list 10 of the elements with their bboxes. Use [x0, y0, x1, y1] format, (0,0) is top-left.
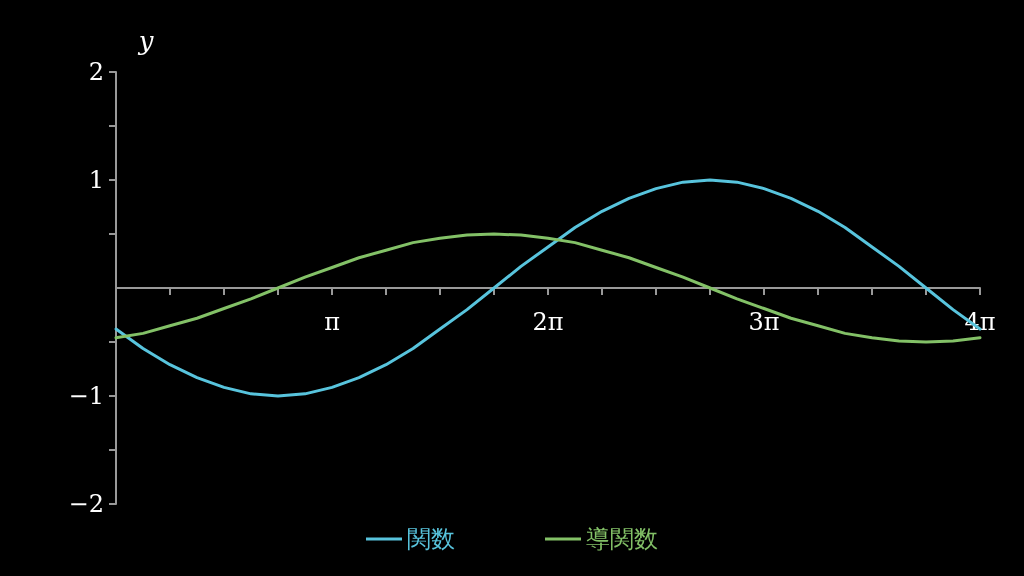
- y-tick-label: −2: [68, 490, 104, 518]
- y-axis-title: y: [137, 26, 154, 56]
- y-tick-label: −1: [68, 382, 104, 410]
- y-tick-label: 2: [88, 58, 104, 86]
- legend-label: 関数: [407, 525, 455, 553]
- x-tick-label: 2π: [532, 308, 564, 336]
- y-tick-label: 1: [88, 166, 104, 194]
- legend-label: 導関数: [586, 525, 658, 553]
- x-tick-label: 3π: [748, 308, 780, 336]
- x-tick-label: π: [324, 308, 340, 336]
